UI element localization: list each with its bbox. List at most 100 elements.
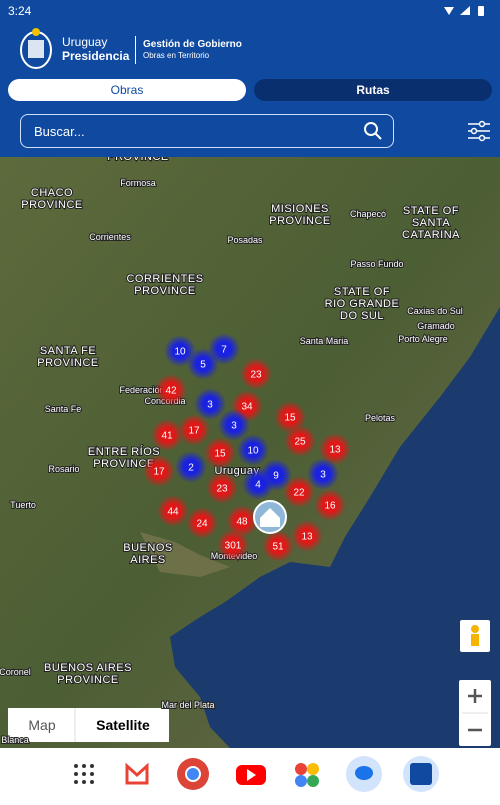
search-placeholder: Buscar...: [34, 124, 85, 139]
cluster-count: 15: [284, 413, 296, 424]
cluster-glow: [178, 414, 210, 446]
cluster-count: 3: [207, 400, 213, 411]
map-label: Coronel: [0, 667, 31, 677]
cluster-marker[interactable]: 51: [262, 530, 294, 562]
cluster-glow: [157, 495, 189, 527]
cluster-marker[interactable]: 44: [157, 495, 189, 527]
map-label: STATE OF: [403, 205, 459, 217]
tab[interactable]: Rutas: [254, 79, 492, 101]
home-icon: [260, 508, 280, 527]
cluster-glow: [242, 468, 274, 500]
cluster-marker[interactable]: 5: [187, 348, 219, 380]
cluster-marker[interactable]: 15: [204, 437, 236, 469]
cluster-count: 301: [225, 541, 242, 552]
cluster-marker[interactable]: 2: [175, 451, 207, 483]
map-label: Blanca: [1, 735, 29, 745]
cluster-marker[interactable]: 24: [186, 507, 218, 539]
tab[interactable]: Obras: [8, 79, 246, 101]
section-title: Gestión de Gobierno: [143, 39, 242, 50]
cluster-marker[interactable]: 42: [155, 374, 187, 406]
cluster-marker[interactable]: 301: [217, 529, 249, 561]
map-label: BUENOS AIRES: [44, 662, 132, 674]
divider: [135, 36, 136, 64]
cluster-marker[interactable]: 25: [284, 425, 316, 457]
cluster-count: 17: [188, 426, 200, 437]
map-type-option[interactable]: Map: [28, 717, 55, 733]
photos-icon[interactable]: [295, 763, 319, 787]
map-label: Posadas: [227, 235, 263, 245]
map-label: DO SUL: [340, 310, 384, 322]
cluster-glow: [226, 505, 258, 537]
map-label: Federación: [119, 385, 164, 395]
cluster-marker[interactable]: 15: [274, 401, 306, 433]
section-subtitle: Obras en Territorio: [143, 51, 210, 60]
map-label: Santa Fe: [45, 404, 82, 414]
map-label: Corrientes: [89, 232, 131, 242]
cluster-count: 15: [214, 449, 226, 460]
brand-bottom: Presidencia: [62, 49, 130, 63]
map-type-option[interactable]: Satellite: [96, 717, 150, 733]
status-icons: [444, 6, 484, 16]
cluster-count: 44: [167, 507, 179, 518]
cluster-count: 51: [272, 542, 284, 553]
cluster-marker[interactable]: 16: [314, 489, 346, 521]
cluster-marker[interactable]: 17: [178, 414, 210, 446]
cluster-count: 13: [329, 445, 341, 456]
map-label: Tuerto: [10, 500, 36, 510]
cluster-marker[interactable]: 23: [240, 358, 272, 390]
map-label: CORRIENTES: [126, 273, 203, 285]
cluster-count: 42: [165, 386, 177, 397]
cluster-marker[interactable]: 10: [237, 434, 269, 466]
cluster-marker[interactable]: 13: [319, 433, 351, 465]
cluster-count: 16: [324, 501, 336, 512]
map-label: MISIONES: [271, 203, 329, 215]
cluster-glow: [307, 458, 339, 490]
cluster-glow: [240, 358, 272, 390]
cluster-glow: [151, 419, 183, 451]
cluster-glow: [155, 374, 187, 406]
cluster-marker[interactable]: 3: [218, 409, 250, 441]
cluster-glow: [217, 529, 249, 561]
brand-top: Uruguay: [62, 35, 108, 49]
map-label: CHACO: [31, 187, 73, 199]
cluster-count: 23: [216, 484, 228, 495]
cluster-count: 25: [294, 437, 306, 448]
map-label: BUENOS: [123, 542, 172, 554]
map-label: Caxias do Sul: [407, 306, 463, 316]
cluster-marker[interactable]: 4: [242, 468, 274, 500]
cluster-marker[interactable]: 41: [151, 419, 183, 451]
map-canvas: PROVINCECHACOPROVINCEFormosaMISIONESPROV…: [0, 157, 500, 748]
cluster-glow: [206, 472, 238, 504]
cluster-count: 5: [200, 360, 206, 371]
map[interactable]: PROVINCE CHACO PROVINCE Formosa MISIONES PROV…: [0, 157, 500, 748]
cluster-count: 22: [293, 488, 305, 499]
cluster-count: 48: [236, 517, 248, 528]
cluster-marker[interactable]: 22: [283, 476, 315, 508]
cluster-glow: [194, 388, 226, 420]
cluster-marker[interactable]: 13: [291, 520, 323, 552]
cluster-glow: [283, 476, 315, 508]
cluster-count: 10: [174, 347, 186, 358]
plain: [140, 532, 230, 577]
ocean: [170, 307, 500, 748]
map-label: Mar del Plata: [161, 700, 214, 710]
search-box[interactable]: Buscar...: [20, 114, 394, 148]
cluster-glow: [187, 348, 219, 380]
cluster-marker[interactable]: 48: [226, 505, 258, 537]
logo: [20, 28, 52, 69]
cluster-glow: [274, 401, 306, 433]
map-label: Chapecó: [350, 209, 386, 219]
cluster-count: 23: [250, 370, 262, 381]
cluster-count: 17: [153, 467, 165, 478]
cluster-marker[interactable]: 17: [143, 455, 175, 487]
cluster-marker[interactable]: 3: [307, 458, 339, 490]
cluster-marker[interactable]: 23: [206, 472, 238, 504]
cluster-glow: [237, 434, 269, 466]
cluster-marker[interactable]: 3: [194, 388, 226, 420]
filter-button[interactable]: [466, 120, 492, 142]
cluster-glow: [143, 455, 175, 487]
map-type-control: [8, 708, 169, 742]
map-label: PROVINCE: [21, 199, 82, 211]
cluster-glow: [314, 489, 346, 521]
gmail-icon[interactable]: [125, 762, 149, 785]
